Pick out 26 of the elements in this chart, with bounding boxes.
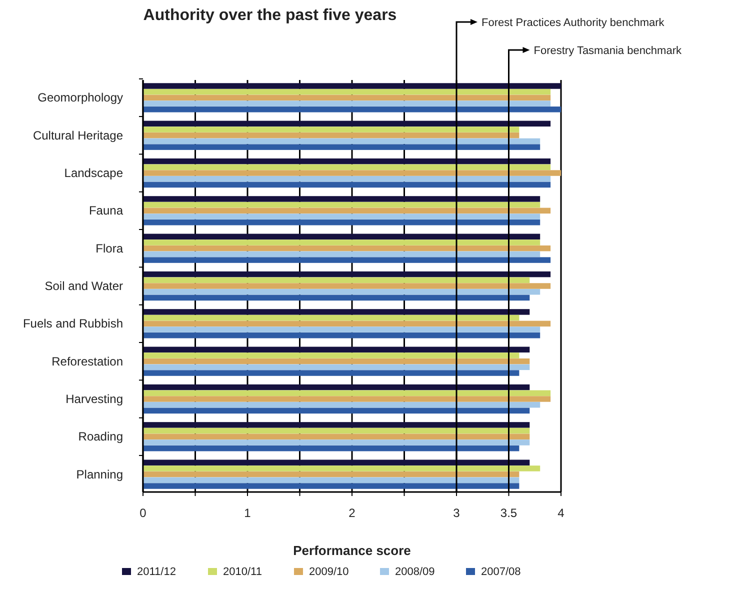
- ref-line-label: Forestry Tasmania benchmark: [534, 45, 682, 57]
- x-axis-title: Performance score: [293, 543, 411, 558]
- x-tick-label: 2: [348, 506, 356, 520]
- x-tick-label: 3: [453, 506, 460, 520]
- legend-label: 2007/08: [481, 566, 521, 578]
- legend-label: 2008/09: [395, 566, 435, 578]
- y-tick-label: Soil and Water: [44, 279, 123, 293]
- legend-label: 2010/11: [223, 566, 262, 578]
- legend-label: 2009/10: [309, 566, 349, 578]
- y-tick-label: Planning: [76, 467, 123, 482]
- x-tick-label: 0: [140, 506, 147, 520]
- y-tick-label: Harvesting: [66, 392, 123, 406]
- y-tick-label: Roading: [78, 430, 123, 444]
- y-tick-label: Fuels and Rubbish: [22, 316, 123, 331]
- y-tick-label: Landscape: [64, 166, 124, 180]
- ref-line-label: Forest Practices Authority benchmark: [482, 17, 665, 29]
- x-tick-label: 1: [244, 506, 252, 520]
- y-tick-label: Geomorphology: [38, 90, 123, 105]
- y-tick-label: Fauna: [88, 204, 124, 218]
- chart-title: Authority over the past five years: [143, 7, 397, 24]
- x-tick-label: 3.5: [500, 506, 518, 520]
- y-tick-label: Cultural Heritage: [32, 128, 124, 142]
- x-tick-label: 4: [558, 506, 565, 520]
- legend-label: 2011/12: [137, 566, 176, 578]
- y-tick-label: Flora: [96, 241, 124, 256]
- y-tick-label: Reforestation: [52, 354, 123, 368]
